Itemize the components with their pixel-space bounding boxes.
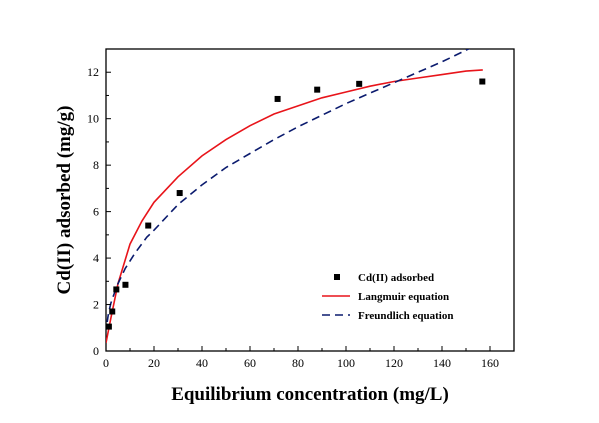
x-tick-label: 20 <box>148 356 160 370</box>
data-point <box>176 190 183 197</box>
y-tick-label: 10 <box>87 112 99 126</box>
legend-marker <box>334 274 340 280</box>
data-point <box>122 281 129 288</box>
plot-area <box>105 48 515 352</box>
x-axis-title: Equilibrium concentration (mg/L) <box>171 384 449 405</box>
legend-label: Freundlich equation <box>358 310 453 322</box>
y-tick-label: 8 <box>93 158 99 172</box>
plot-frame <box>105 48 515 352</box>
x-tick-label: 160 <box>481 356 499 370</box>
y-tick-label: 6 <box>93 205 99 219</box>
data-point <box>314 86 321 93</box>
y-axis-title: Cd(II) adsorbed (mg/g) <box>54 106 75 295</box>
x-tick-label: 140 <box>433 356 451 370</box>
data-point <box>479 78 486 85</box>
x-tick-label: 40 <box>196 356 208 370</box>
data-point <box>106 323 112 330</box>
y-tick-label: 12 <box>87 65 99 79</box>
y-tick-label: 2 <box>93 298 99 312</box>
series-line-langmuir-equation <box>106 69 483 344</box>
x-tick-label: 100 <box>337 356 355 370</box>
data-point <box>145 222 152 229</box>
data-point <box>109 308 116 315</box>
y-tick-label: 0 <box>93 344 99 358</box>
x-tick-label: 120 <box>385 356 403 370</box>
data-point <box>356 80 363 87</box>
x-tick-label: 80 <box>292 356 304 370</box>
data-point <box>274 95 281 102</box>
series-layer <box>106 49 486 344</box>
legend-label: Langmuir equation <box>358 291 449 303</box>
y-tick-label: 4 <box>93 251 99 265</box>
axes-layer: 0 20 40 60 80 100 120 140 160 0 2 4 6 8 10 12 <box>87 48 515 370</box>
data-point <box>113 286 120 293</box>
x-tick-label: 60 <box>244 356 256 370</box>
series-line-freundlich-equation <box>106 49 471 323</box>
x-tick-label: 0 <box>103 356 109 370</box>
legend: Cd(II) adsorbed Langmuir equation Freundli… <box>322 272 453 322</box>
legend-label: Cd(II) adsorbed <box>358 272 434 284</box>
